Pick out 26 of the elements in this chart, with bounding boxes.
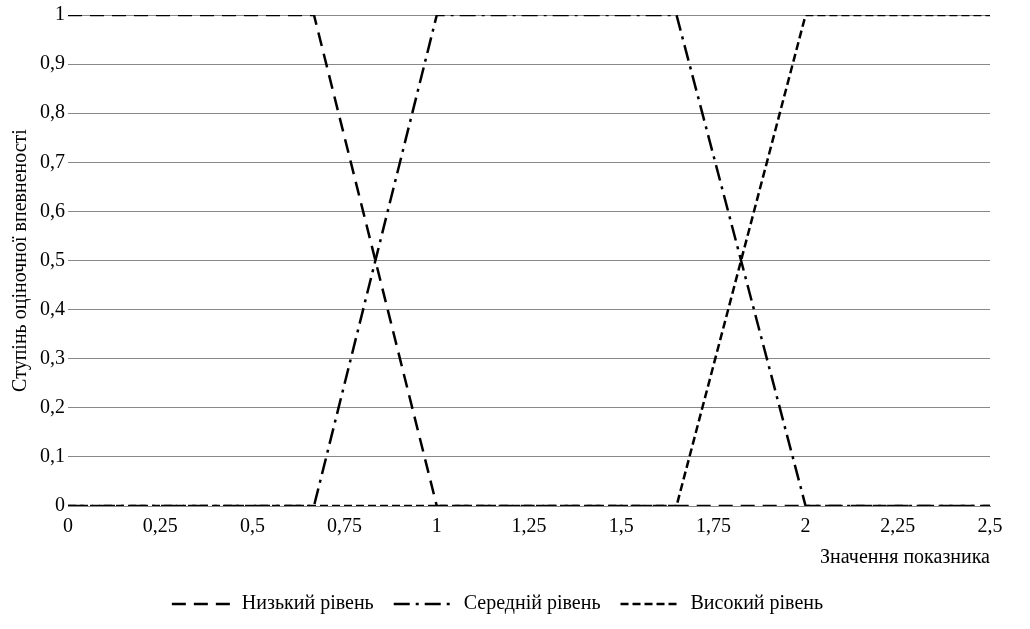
- legend-label: Високий рівень: [690, 591, 824, 615]
- x-tick-label: 0,75: [327, 514, 363, 537]
- x-tick-label: 1,25: [511, 514, 547, 537]
- y-tick-label: 0,7: [40, 149, 65, 172]
- x-tick-label: 0,5: [239, 514, 265, 537]
- x-tick-label: 2,5: [977, 514, 1003, 537]
- y-tick-label: 0,3: [40, 345, 65, 368]
- y-tick-label: 0,8: [40, 100, 65, 123]
- y-tick-label: 0,1: [40, 444, 65, 467]
- x-axis-title: Значення показника: [820, 545, 991, 568]
- y-tick-label: 0,5: [40, 247, 65, 270]
- legend-label: Низький рівень: [241, 591, 374, 615]
- x-tick-label: 1,75: [695, 514, 731, 537]
- x-tick-label: 1,5: [608, 514, 634, 537]
- y-tick-label: 1: [55, 2, 65, 25]
- y-tick-label: 0,6: [40, 198, 65, 221]
- x-tick-label: 2,25: [880, 514, 916, 537]
- y-tick-label: 0,2: [40, 395, 65, 418]
- x-tick-label: 2: [800, 514, 811, 537]
- y-tick-label: 0,4: [40, 296, 65, 319]
- y-axis-title: Ступінь оціночної впевненості: [8, 128, 32, 392]
- x-tick-label: 1: [431, 514, 442, 537]
- y-tick-label: 0,9: [40, 51, 65, 74]
- legend-label: Середній рівень: [463, 591, 601, 615]
- x-tick-label: 0,25: [142, 514, 178, 537]
- y-tick-label: 0: [55, 493, 65, 516]
